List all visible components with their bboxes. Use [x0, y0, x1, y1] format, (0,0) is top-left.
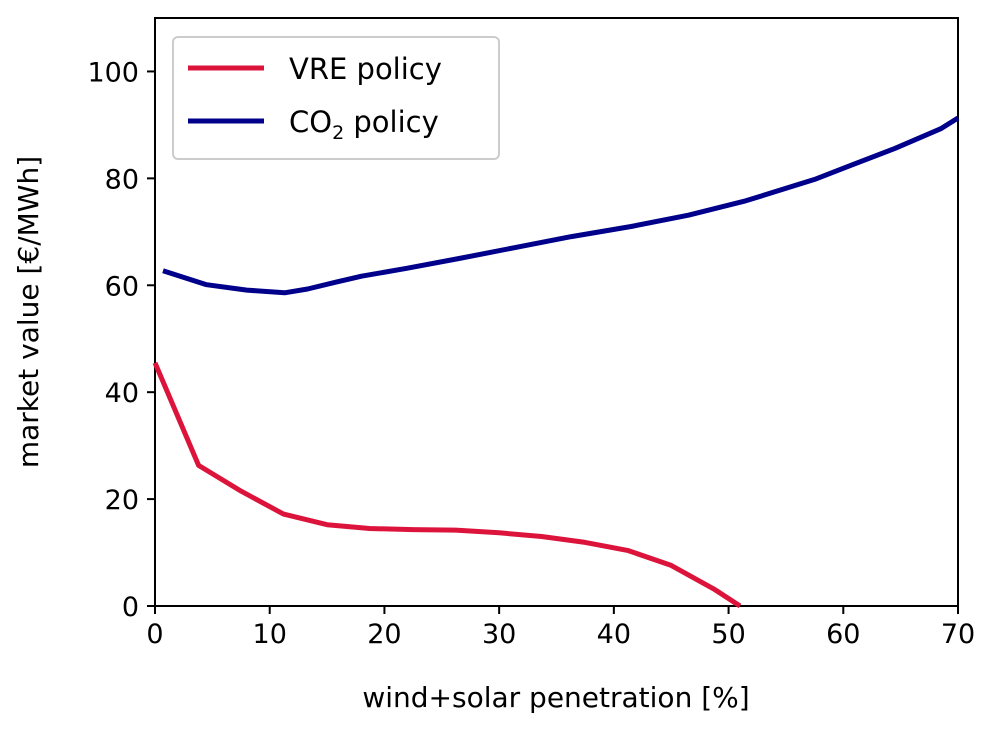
series-layer [152, 115, 960, 609]
y-axis-ticks: 0 20 40 60 80 100 [87, 57, 155, 623]
x-tick-label-6: 60 [826, 619, 860, 650]
y-tick-label-0: 0 [122, 592, 139, 623]
x-tick-label-7: 70 [941, 619, 975, 650]
legend: VRE policy CO2 policy [172, 36, 500, 160]
legend-co2-main: CO [289, 105, 332, 139]
y-tick-label-5: 100 [87, 57, 139, 88]
legend-label-co2-policy: CO2 policy [289, 105, 439, 144]
y-tick-label-1: 20 [105, 485, 139, 516]
x-tick-label-1: 10 [253, 619, 287, 650]
x-tick-label-0: 0 [146, 619, 163, 650]
plot-frame [154, 17, 959, 607]
y-axis-label: market value [€/MWh] [12, 156, 45, 468]
y-tick-label-3: 60 [105, 271, 139, 302]
series-line-co2-policy [162, 115, 960, 296]
series-line-vre-policy [152, 361, 742, 609]
x-tick-label-5: 50 [711, 619, 745, 650]
x-axis-ticks: 0 10 20 30 40 50 60 70 [146, 606, 975, 650]
y-tick-label-2: 40 [105, 378, 139, 409]
x-tick-label-2: 20 [367, 619, 401, 650]
x-axis-label: wind+solar penetration [%] [362, 681, 749, 714]
x-tick-label-4: 40 [597, 619, 631, 650]
legend-co2-subscript: 2 [332, 122, 344, 144]
x-tick-label-3: 30 [482, 619, 516, 650]
y-tick-label-4: 80 [105, 164, 139, 195]
legend-label-vre-policy: VRE policy [289, 52, 442, 86]
legend-co2-tail: policy [344, 105, 439, 139]
